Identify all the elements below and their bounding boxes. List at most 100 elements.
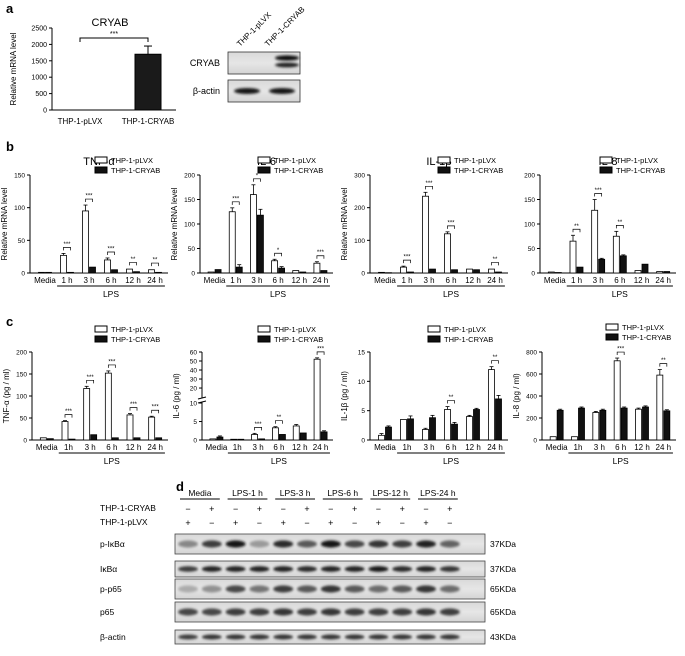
bar-plvx xyxy=(466,416,473,441)
bar-plvx xyxy=(612,235,620,274)
bar-plvx xyxy=(228,211,236,274)
blot-row-label: β-actin xyxy=(193,86,220,96)
bar-plvx xyxy=(400,266,407,274)
significance-bracket xyxy=(447,400,455,404)
significance-bracket xyxy=(572,228,581,233)
bar-plvx xyxy=(230,438,238,441)
band xyxy=(269,88,295,94)
significance-bracket xyxy=(64,414,73,418)
x-tick-label: 3 h xyxy=(253,443,264,452)
lane-sign: + xyxy=(352,504,357,514)
y-tick-label: 400 xyxy=(526,394,537,401)
significance-label: *** xyxy=(317,346,325,352)
bar-plvx xyxy=(209,438,217,441)
significance-label: *** xyxy=(110,31,118,38)
bar-plvx xyxy=(444,233,451,274)
lane-sign: + xyxy=(304,504,309,514)
x-tick-label: 12 h xyxy=(634,443,650,452)
band xyxy=(344,634,365,640)
band xyxy=(273,634,294,640)
y-tick-label: 2500 xyxy=(31,26,47,33)
significance-label: *** xyxy=(107,246,115,252)
bar-cryab xyxy=(495,271,502,274)
bar-cryab xyxy=(619,255,627,274)
bar-cryab xyxy=(407,418,414,441)
bar-plvx xyxy=(292,425,300,441)
y-tick-label: 1500 xyxy=(31,58,47,65)
band xyxy=(249,566,270,572)
blot-group-label: LPS-24 h xyxy=(420,488,456,498)
bar-cryab xyxy=(278,267,285,274)
bar-plvx xyxy=(571,436,578,441)
band xyxy=(201,634,222,640)
significance-bracket xyxy=(129,262,137,266)
band xyxy=(273,585,294,593)
band xyxy=(297,608,317,616)
legend-swatch-cryab xyxy=(94,335,108,343)
y-tick-label: 10 xyxy=(190,401,198,408)
blot-kda-label: 37KDa xyxy=(490,564,516,574)
bar-plvx xyxy=(250,194,257,274)
significance-bracket xyxy=(447,225,455,229)
y-tick-label: 300 xyxy=(354,173,365,180)
y-tick-label: 40 xyxy=(190,368,198,375)
elisa-chart: 0 5 10 15 IL-1β (pg / ml) ** ** Media 1h 3 h 6 h 12… xyxy=(340,325,508,466)
band xyxy=(297,634,317,640)
bar-plvx xyxy=(207,271,215,274)
band xyxy=(416,585,436,593)
legend-swatch-cryab xyxy=(427,335,441,343)
bar-cryab xyxy=(155,437,163,441)
legend-swatch-plvx xyxy=(94,156,108,164)
band xyxy=(249,634,270,640)
x-tick-label: 1 h xyxy=(401,276,412,285)
bar-cryab xyxy=(663,410,671,441)
lane-sign: − xyxy=(281,504,286,514)
y-tick-label: 1000 xyxy=(31,75,47,82)
x-tick-label: 3 h xyxy=(423,276,434,285)
x-tick-label: 1h xyxy=(403,443,412,452)
band xyxy=(225,634,246,640)
legend-swatch-plvx xyxy=(437,156,451,164)
legend-label: THP-1-CRYAB xyxy=(622,333,671,342)
x-tick-label: 6 h xyxy=(105,276,116,285)
axis-break-mark xyxy=(197,396,207,400)
band xyxy=(392,634,413,640)
x-axis-label: LPS xyxy=(443,289,459,299)
lane-sign: + xyxy=(185,518,190,528)
x-tick-label: 3 h xyxy=(83,276,94,285)
panel-a-bar-chart: 0 500 1000 1500 2000 2500 Relative mRNA level C… xyxy=(9,17,176,126)
y-tick-label: 50 xyxy=(190,359,198,366)
x-tick-label: 24 h xyxy=(147,276,163,285)
y-tick-label: 60 xyxy=(190,350,198,357)
bar-plvx xyxy=(444,409,451,441)
bar-plvx xyxy=(656,374,664,441)
bar-plvx xyxy=(656,271,664,274)
band xyxy=(368,608,389,616)
y-tick-label: 0 xyxy=(21,271,25,278)
bar-cryab xyxy=(46,438,54,441)
lane-sign: + xyxy=(447,504,452,514)
bar-cryab xyxy=(642,406,649,441)
significance-label: * xyxy=(256,173,259,179)
lane-sign: − xyxy=(352,518,357,528)
y-axis-label: Relative mRNA level xyxy=(340,187,349,260)
bar-plvx xyxy=(104,372,112,441)
band xyxy=(249,540,270,548)
x-tick-label: 24 h xyxy=(147,443,163,452)
x-tick-label: Media xyxy=(204,276,226,285)
blot-row-label: THP-1-pLVX xyxy=(100,517,148,527)
bar-cryab xyxy=(599,409,607,441)
bar-plvx xyxy=(422,429,429,441)
y-tick-label: 100 xyxy=(184,222,195,229)
bar-cryab xyxy=(495,398,502,441)
y-tick-label: 100 xyxy=(354,238,365,245)
significance-label: *** xyxy=(595,188,603,194)
band xyxy=(344,608,365,616)
significance-label: *** xyxy=(108,359,116,365)
bar-cryab xyxy=(429,417,436,441)
band xyxy=(368,540,389,548)
